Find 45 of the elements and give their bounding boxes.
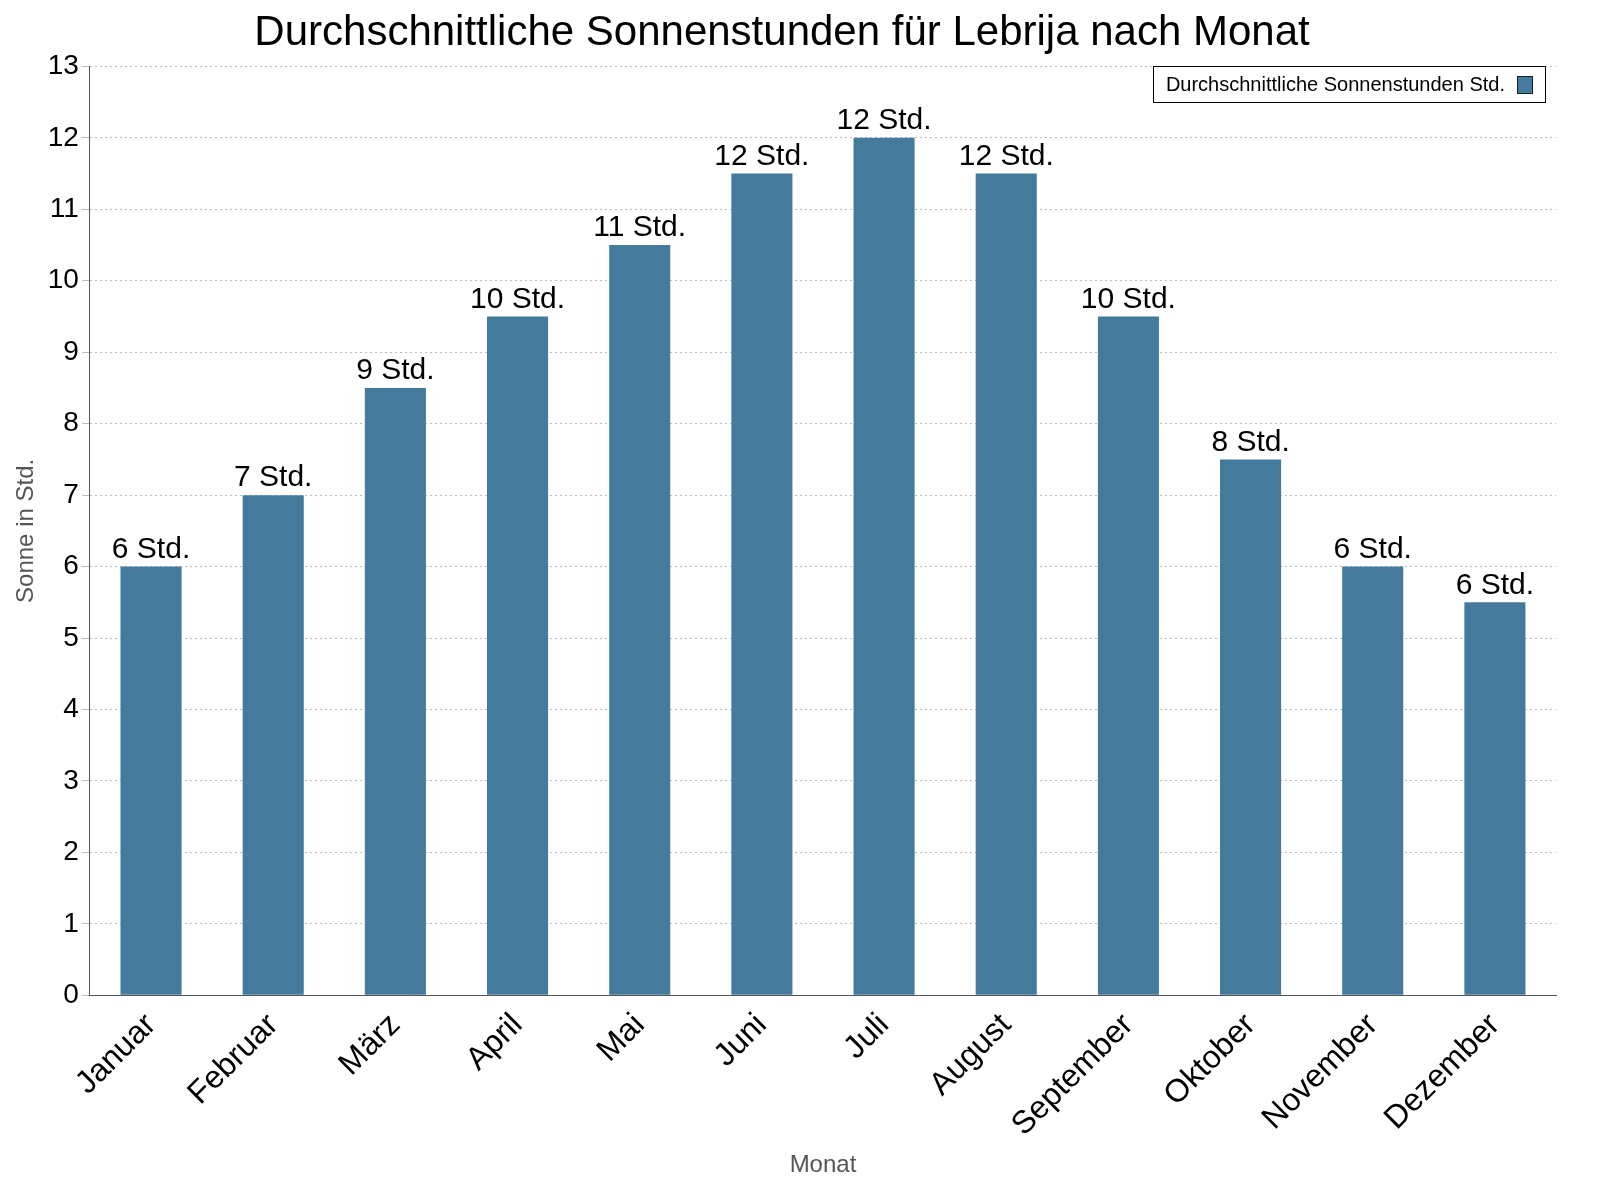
y-tick-label: 12 (47, 120, 79, 152)
data-label: 6 Std. (1455, 566, 1535, 600)
y-tick-label: 6 (63, 549, 79, 581)
data-label: 10 Std. (1080, 280, 1176, 314)
bar (609, 245, 671, 995)
y-tick-label: 5 (63, 620, 79, 652)
data-label: 9 Std. (356, 352, 435, 386)
data-label: 6 Std. (1333, 530, 1412, 564)
bar (1464, 602, 1526, 995)
y-tick-label: 9 (63, 334, 79, 366)
data-label: 12 Std. (958, 137, 1054, 171)
y-tick-label: 2 (63, 835, 79, 867)
y-tick-label: 3 (63, 763, 79, 795)
bar (487, 316, 549, 995)
y-axis-title: Sonne in Std. (11, 458, 39, 603)
y-tick-label: 11 (49, 192, 79, 224)
chart-title: Durchschnittliche Sonnenstunden für Lebrija nach Monat (254, 6, 1310, 54)
data-label: 11 Std. (593, 209, 687, 243)
data-label: 8 Std. (1211, 423, 1290, 457)
x-axis-title: Monat (789, 1150, 857, 1178)
x-tick-label: Mai (588, 1005, 651, 1068)
y-tick-label: 13 (47, 49, 79, 81)
x-tick-label: Juni (706, 1005, 774, 1073)
data-label: 6 Std. (111, 530, 191, 564)
data-label: 12 Std. (836, 102, 932, 136)
y-tick-label: 1 (63, 906, 79, 938)
bar (120, 566, 182, 995)
y-tick-label: 10 (47, 263, 79, 295)
data-label: 10 Std. (470, 280, 566, 314)
legend-label: Durchschnittliche Sonnenstunden Std. (1165, 73, 1505, 96)
bar (364, 387, 426, 995)
y-tick-label: 7 (63, 477, 79, 509)
bar (1342, 566, 1404, 995)
x-tick-label: Juli (835, 1005, 896, 1066)
bar (242, 495, 304, 995)
bar (1220, 459, 1282, 995)
y-tick-label: 8 (63, 406, 79, 438)
data-label: 12 Std. (714, 137, 810, 171)
bar (975, 173, 1037, 995)
bar (731, 173, 793, 995)
bar (1097, 316, 1159, 995)
data-label: 7 Std. (234, 459, 313, 493)
y-tick-label: 0 (63, 978, 79, 1010)
bar (853, 137, 915, 995)
y-tick-label: 4 (63, 692, 79, 724)
